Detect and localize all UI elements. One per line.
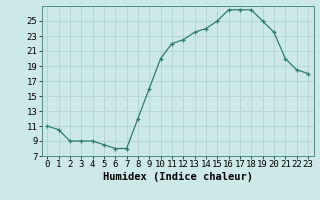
X-axis label: Humidex (Indice chaleur): Humidex (Indice chaleur)	[103, 172, 252, 182]
